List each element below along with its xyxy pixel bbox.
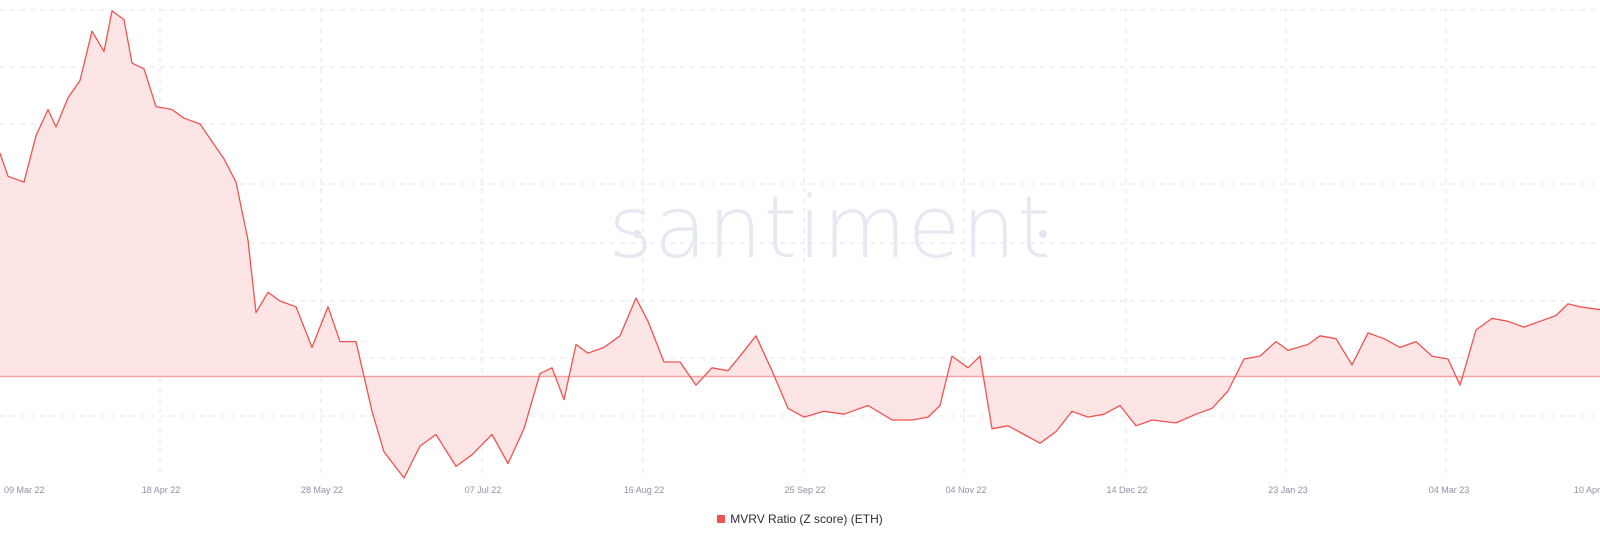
legend-label: MVRV Ratio (Z score) (ETH): [730, 512, 883, 526]
series-line: [0, 10, 1600, 479]
x-tick-label: 04 Mar 23: [1429, 485, 1470, 495]
x-tick-label: 18 Apr 22: [142, 485, 181, 495]
x-tick-label: 10 Apr: [1574, 485, 1600, 495]
legend-swatch: [717, 515, 726, 523]
x-axis-ticks: 09 Mar 22 18 Apr 22 28 May 22 07 Jul 22 16 A…: [4, 485, 1600, 495]
series-mvrv: [0, 10, 1600, 479]
x-tick-label: 16 Aug 22: [624, 485, 665, 495]
x-tick-label: 04 Nov 22: [945, 485, 986, 495]
watermark-dot-right: [1039, 230, 1047, 238]
x-tick-label: 14 Dec 22: [1106, 485, 1147, 495]
x-tick-label: 23 Jan 23: [1268, 485, 1308, 495]
x-tick-label: 28 May 22: [301, 485, 343, 495]
legend[interactable]: MVRV Ratio (Z score) (ETH): [0, 512, 1600, 526]
series-area: [0, 10, 1600, 479]
watermark-text: santiment: [608, 178, 1052, 278]
x-tick-label: 09 Mar 22: [4, 485, 45, 495]
x-tick-label: 07 Jul 22: [465, 485, 502, 495]
watermark-dot-left: [633, 230, 641, 238]
x-tick-label: 25 Sep 22: [784, 485, 825, 495]
santiment-watermark: santiment: [608, 178, 1052, 278]
